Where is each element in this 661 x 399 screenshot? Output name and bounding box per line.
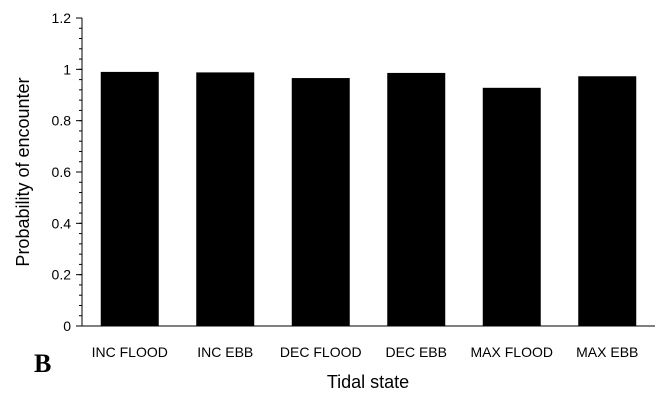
x-tick-labels: INC FLOOD INC EBB DEC FLOOD DEC EBB MAX FLOO… [92,344,639,360]
x-tick-label: INC EBB [197,344,253,360]
bar-max-ebb [578,76,637,326]
bar-inc-ebb [196,72,255,326]
bar-max-flood [482,87,541,327]
y-tick-label: 0.6 [52,164,72,180]
y-tick-labels: 0 0.2 0.4 0.6 0.8 1 1.2 [52,10,72,334]
y-tick-label: 0.2 [52,267,72,283]
bar-dec-ebb [387,72,446,326]
x-axis-title: Tidal state [327,372,409,392]
x-tick-label: MAX EBB [576,344,638,360]
y-axis-title: Probability of encounter [13,77,33,266]
bars [100,71,637,327]
bar-inc-flood [100,71,159,327]
x-tick-label: INC FLOOD [92,344,168,360]
y-tick-label: 0.4 [52,215,72,231]
x-tick-label: MAX FLOOD [471,344,553,360]
x-tick-label: DEC FLOOD [280,344,362,360]
x-tick-label: DEC EBB [386,344,447,360]
y-tick-label: 0.8 [52,113,72,129]
bar-dec-flood [291,78,350,326]
y-tick-label: 1 [63,61,71,77]
panel-label: B [34,349,51,378]
y-major-ticks [76,17,82,327]
y-tick-label: 1.2 [52,10,72,26]
y-tick-label: 0 [63,318,71,334]
